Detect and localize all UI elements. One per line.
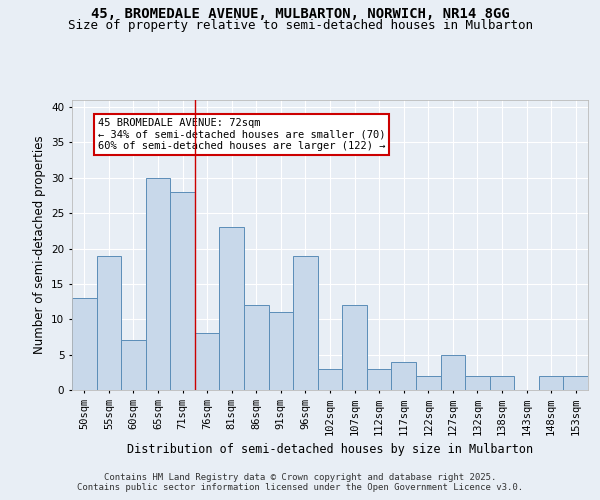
Bar [465, 376, 490, 390]
Bar [391, 362, 416, 390]
Bar [367, 369, 391, 390]
Bar [293, 256, 318, 390]
Text: Contains HM Land Registry data © Crown copyright and database right 2025.: Contains HM Land Registry data © Crown c… [104, 472, 496, 482]
Bar [440, 354, 465, 390]
Y-axis label: Number of semi-detached properties: Number of semi-detached properties [32, 136, 46, 354]
Text: Distribution of semi-detached houses by size in Mulbarton: Distribution of semi-detached houses by … [127, 442, 533, 456]
Text: 45 BROMEDALE AVENUE: 72sqm
← 34% of semi-detached houses are smaller (70)
60% of: 45 BROMEDALE AVENUE: 72sqm ← 34% of semi… [98, 118, 385, 151]
Text: Size of property relative to semi-detached houses in Mulbarton: Size of property relative to semi-detach… [67, 19, 533, 32]
Bar [539, 376, 563, 390]
Text: 45, BROMEDALE AVENUE, MULBARTON, NORWICH, NR14 8GG: 45, BROMEDALE AVENUE, MULBARTON, NORWICH… [91, 8, 509, 22]
Bar [220, 228, 244, 390]
Bar [97, 256, 121, 390]
Bar [563, 376, 588, 390]
Bar [269, 312, 293, 390]
Bar [195, 334, 220, 390]
Text: Contains public sector information licensed under the Open Government Licence v3: Contains public sector information licen… [77, 484, 523, 492]
Bar [318, 369, 342, 390]
Bar [490, 376, 514, 390]
Bar [416, 376, 440, 390]
Bar [72, 298, 97, 390]
Bar [146, 178, 170, 390]
Bar [342, 305, 367, 390]
Bar [244, 305, 269, 390]
Bar [170, 192, 195, 390]
Bar [121, 340, 146, 390]
